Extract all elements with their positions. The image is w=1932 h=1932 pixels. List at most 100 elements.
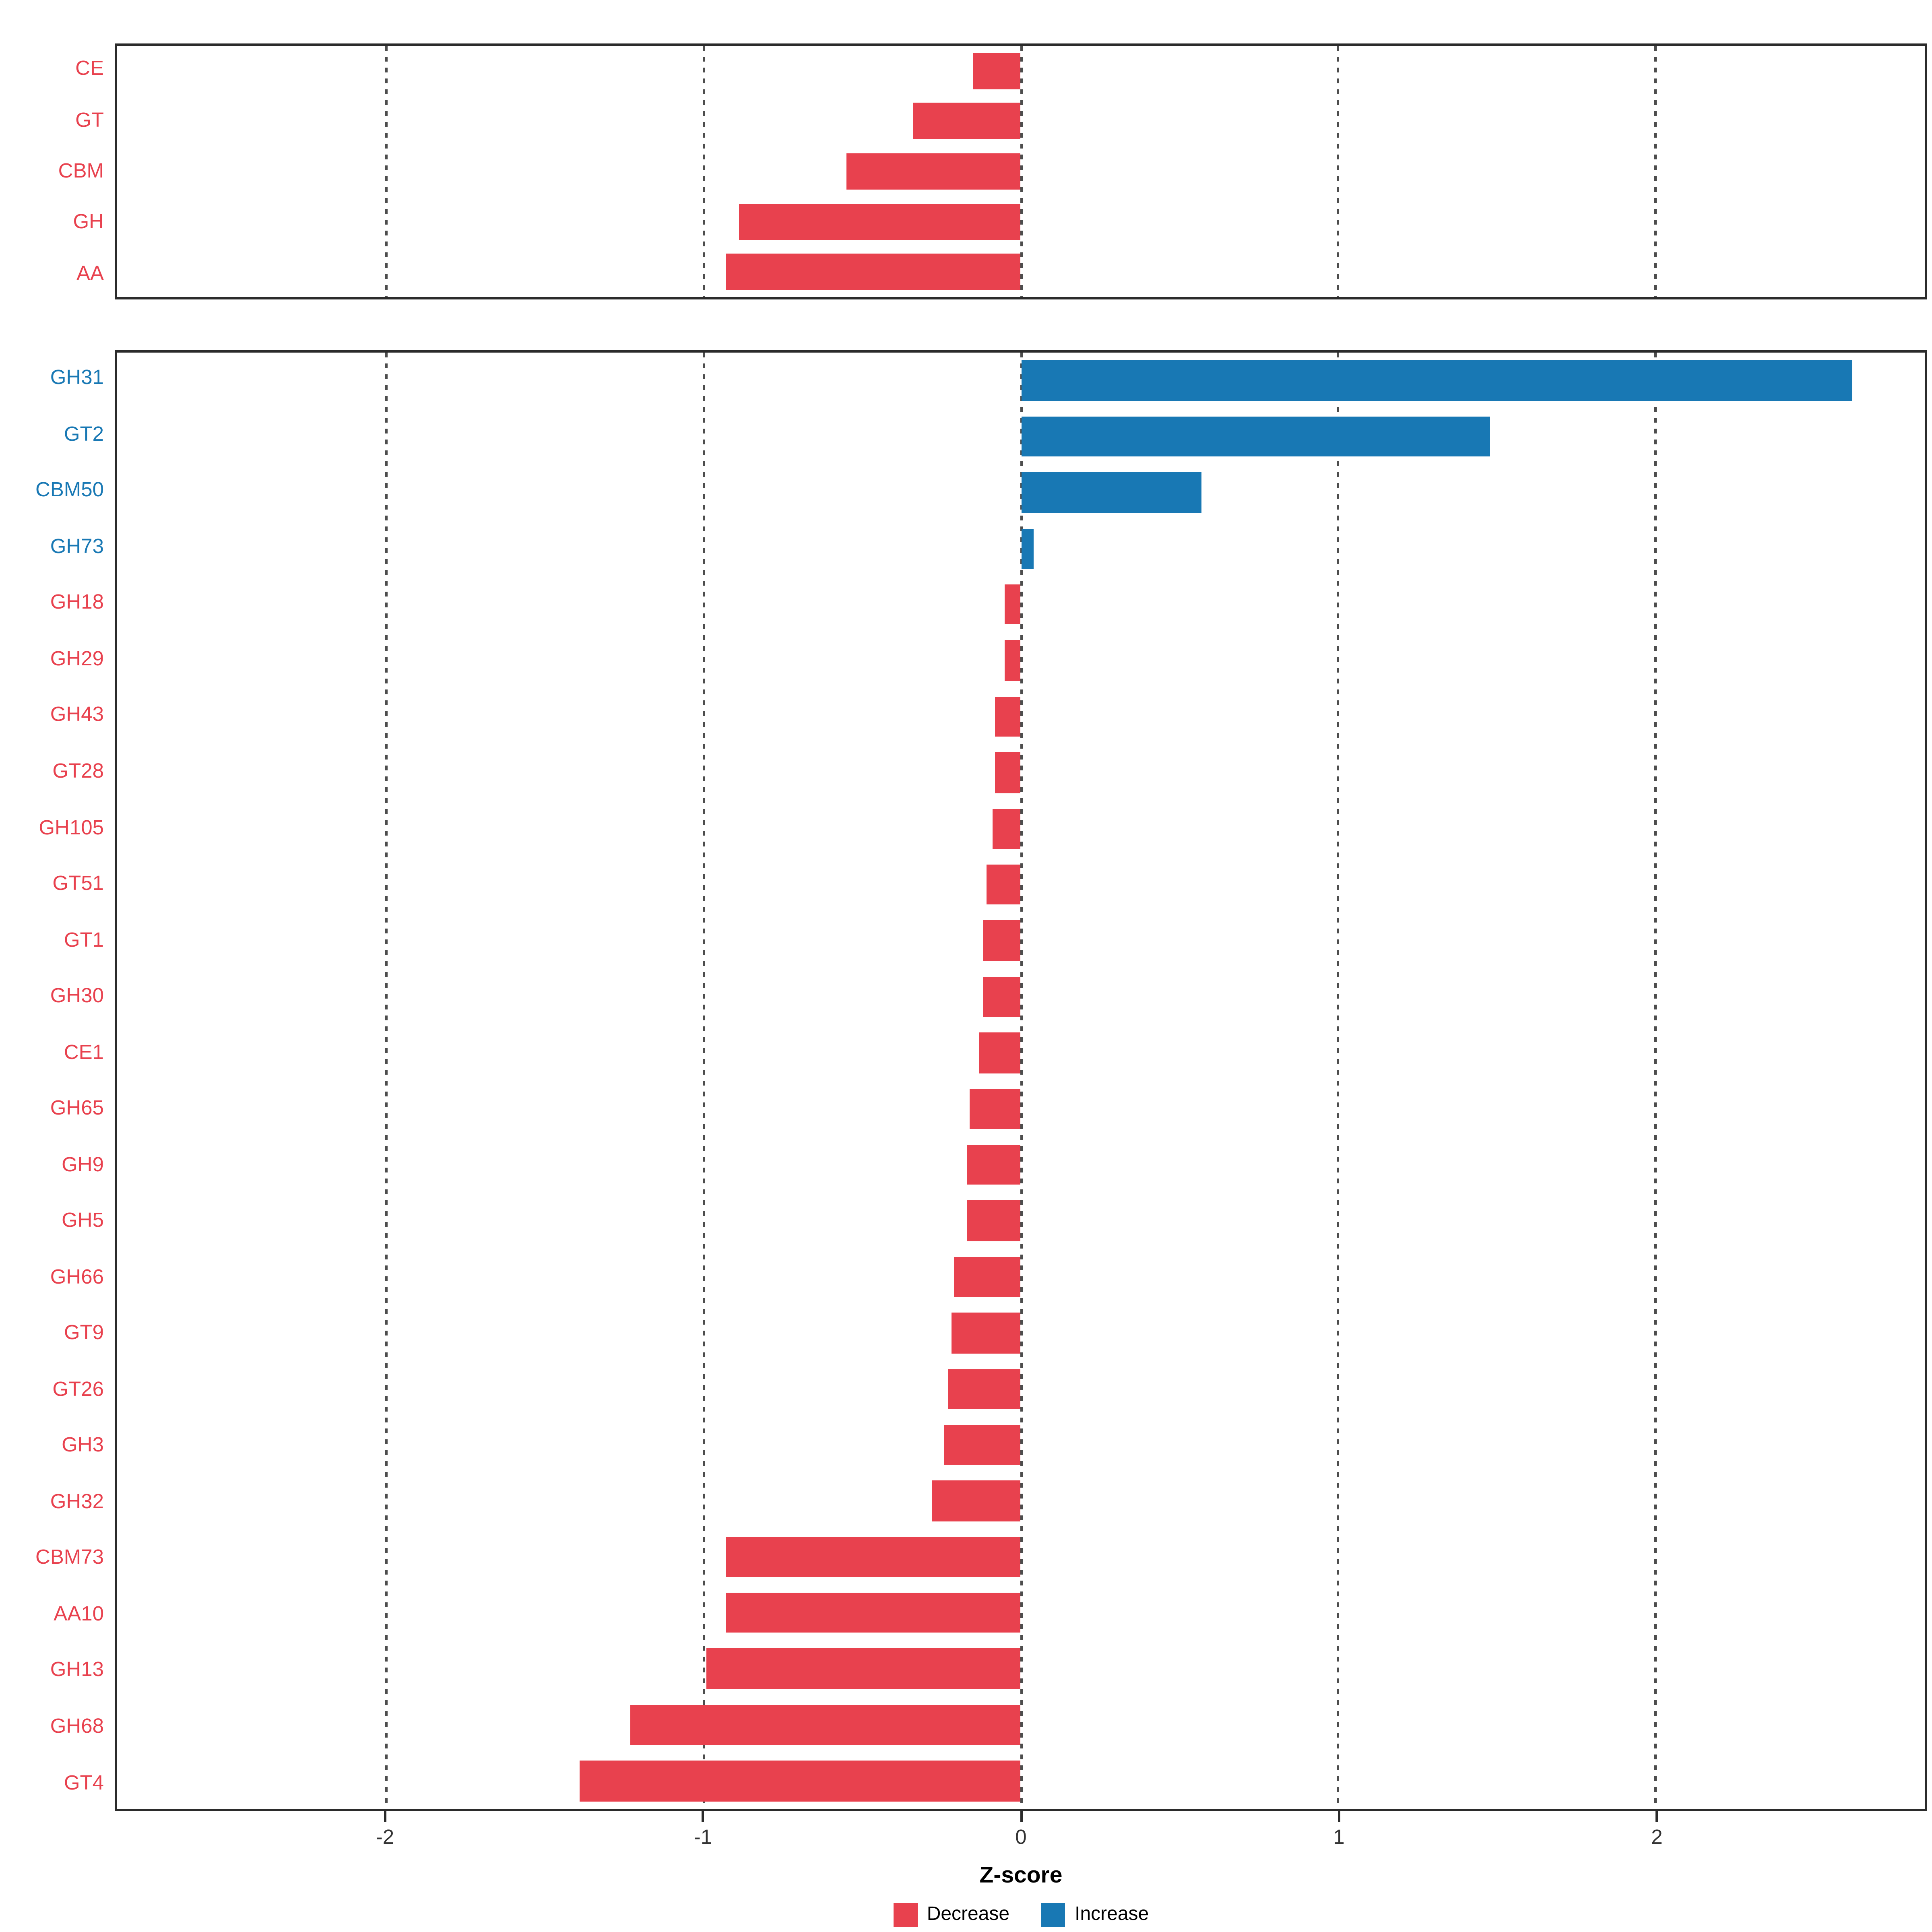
bar-row xyxy=(117,1697,1925,1753)
bar-row xyxy=(117,1081,1925,1137)
legend: Decrease Increase xyxy=(115,1903,1927,1927)
bar xyxy=(980,1032,1021,1073)
gridline xyxy=(702,46,705,297)
category-label: GH105 xyxy=(39,815,104,839)
bar-row xyxy=(117,353,1925,409)
x-tick-label: 2 xyxy=(1651,1826,1663,1849)
bar-row xyxy=(117,464,1925,520)
bar-row xyxy=(117,196,1925,247)
bar-row xyxy=(117,1417,1925,1473)
bottom-panel-gridlines xyxy=(117,353,1925,1809)
x-tick xyxy=(1020,1811,1022,1822)
bar-row xyxy=(117,1305,1925,1361)
bar-row xyxy=(117,1025,1925,1081)
top-panel-bars xyxy=(117,46,1925,297)
bar-row xyxy=(117,247,1925,297)
category-label: GT1 xyxy=(64,928,104,951)
bar xyxy=(983,921,1021,961)
x-tick-label: -1 xyxy=(694,1826,712,1849)
category-label: GH9 xyxy=(62,1153,104,1176)
bar xyxy=(739,203,1021,240)
bar xyxy=(954,1257,1021,1297)
bottom-panel-plot-area xyxy=(115,350,1927,1811)
gridline xyxy=(1337,353,1340,1809)
bar xyxy=(932,1480,1021,1521)
bar xyxy=(1021,360,1852,401)
bar xyxy=(631,1705,1021,1745)
category-label: CBM50 xyxy=(35,478,104,502)
bar-row xyxy=(117,913,1925,969)
bar xyxy=(983,976,1021,1017)
gridline xyxy=(385,46,388,297)
category-label: CBM xyxy=(58,159,104,183)
top-panel-category-labels: CE GT CBM GH AA xyxy=(0,43,115,299)
category-label: CE1 xyxy=(64,1040,104,1063)
bar-row xyxy=(117,521,1925,577)
bar-row xyxy=(117,409,1925,464)
gridline xyxy=(1020,46,1022,297)
category-label: GT2 xyxy=(64,422,104,446)
x-tick xyxy=(384,1811,386,1822)
bar-row xyxy=(117,1249,1925,1305)
decrease-label: Decrease xyxy=(927,1904,1010,1925)
bar xyxy=(967,1144,1021,1185)
category-label: GH30 xyxy=(50,984,104,1007)
bar-row xyxy=(117,689,1925,745)
category-label: GH18 xyxy=(50,591,104,614)
category-label: GH68 xyxy=(50,1715,104,1738)
category-label: GH13 xyxy=(50,1658,104,1682)
category-label: GH29 xyxy=(50,647,104,670)
x-tick xyxy=(1338,1811,1340,1822)
gridline xyxy=(385,353,388,1809)
category-label: GT26 xyxy=(52,1377,104,1401)
bar-row xyxy=(117,1529,1925,1585)
bar xyxy=(992,808,1021,849)
bar xyxy=(707,1649,1021,1689)
category-label: GH31 xyxy=(50,366,104,389)
category-label: CBM73 xyxy=(35,1546,104,1569)
bar xyxy=(1021,472,1202,513)
bar-row xyxy=(117,96,1925,147)
category-label: GH65 xyxy=(50,1096,104,1120)
bottom-panel-bars xyxy=(117,353,1925,1809)
category-label: GT51 xyxy=(52,872,104,895)
bottom-panel: GH31 GT2 CBM50 GH73 GH18 GH29 GH43 GT28 GH105 GT5… xyxy=(0,350,1927,1811)
bar-row xyxy=(117,1473,1925,1529)
bar xyxy=(1005,584,1021,625)
x-tick-label: 1 xyxy=(1333,1826,1345,1849)
increase-label: Increase xyxy=(1075,1904,1149,1925)
top-panel-plot-area xyxy=(115,43,1927,299)
gridline xyxy=(1654,46,1657,297)
category-label: GH43 xyxy=(50,703,104,727)
x-tick xyxy=(702,1811,704,1822)
x-axis-title: Z-score xyxy=(979,1863,1063,1889)
bar-row xyxy=(117,745,1925,801)
bar-row xyxy=(117,577,1925,633)
bar xyxy=(1021,416,1490,457)
legend-item-decrease: Decrease xyxy=(893,1903,1009,1927)
category-label: GT28 xyxy=(52,759,104,782)
bar xyxy=(973,53,1021,89)
x-tick-label: 0 xyxy=(1015,1826,1027,1849)
category-label: AA xyxy=(76,262,104,285)
bar xyxy=(726,1537,1021,1577)
x-tick xyxy=(1655,1811,1658,1822)
bar-row xyxy=(117,969,1925,1025)
category-label: GH xyxy=(73,211,104,234)
bar xyxy=(951,1313,1021,1353)
bar xyxy=(995,752,1021,793)
bar xyxy=(945,1424,1021,1465)
category-label: GT9 xyxy=(64,1321,104,1344)
bottom-panel-category-labels: GH31 GT2 CBM50 GH73 GH18 GH29 GH43 GT28 GH105 GT5… xyxy=(0,350,115,1811)
bar-row xyxy=(117,1641,1925,1697)
bar xyxy=(1005,640,1021,681)
bar-row xyxy=(117,1193,1925,1249)
bar-row xyxy=(117,147,1925,197)
bar xyxy=(726,1593,1021,1633)
bar xyxy=(580,1761,1021,1801)
bar-row xyxy=(117,46,1925,96)
bar-row xyxy=(117,1361,1925,1417)
category-label: GT xyxy=(75,108,104,131)
